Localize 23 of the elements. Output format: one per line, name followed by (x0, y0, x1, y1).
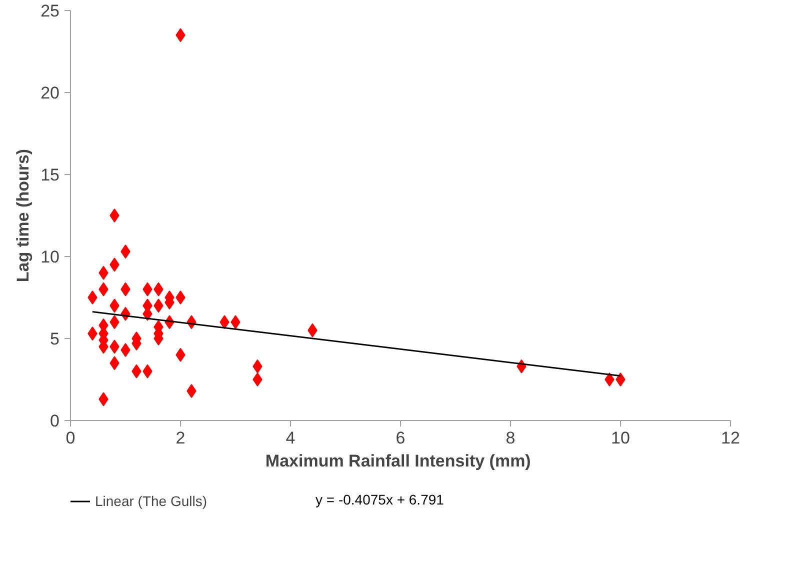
point (110, 208, 120, 222)
text: y = -0.4075x + 6.791 (316, 492, 444, 508)
x-tick-label: 8 (506, 428, 516, 448)
point (88, 290, 98, 304)
y-tick-label: 25 (40, 2, 60, 20)
y-tick-label: 5 (50, 330, 60, 348)
x-tick-label: 12 (721, 428, 740, 448)
y-tick-label: 20 (40, 84, 60, 102)
y-tick-label: 0 (50, 412, 60, 430)
x-tick-label: 10 (611, 428, 630, 448)
point (176, 290, 186, 304)
x-tick-label: 2 (176, 428, 186, 448)
x-axis-title: Maximum Rainfall Intensity (mm) (265, 452, 531, 470)
y-tick-label: 15 (40, 166, 60, 184)
point (616, 372, 626, 386)
x-tick-label: 6 (396, 428, 406, 448)
x-tick-label: 0 (66, 428, 76, 448)
x-tick-label: 4 (286, 428, 296, 448)
y-axis-title: Lag time (hours) (14, 148, 33, 282)
point (604, 372, 614, 386)
legend-label: Linear (The Gulls) (95, 493, 208, 509)
point (252, 372, 262, 386)
y-tick-label: 10 (40, 248, 60, 266)
